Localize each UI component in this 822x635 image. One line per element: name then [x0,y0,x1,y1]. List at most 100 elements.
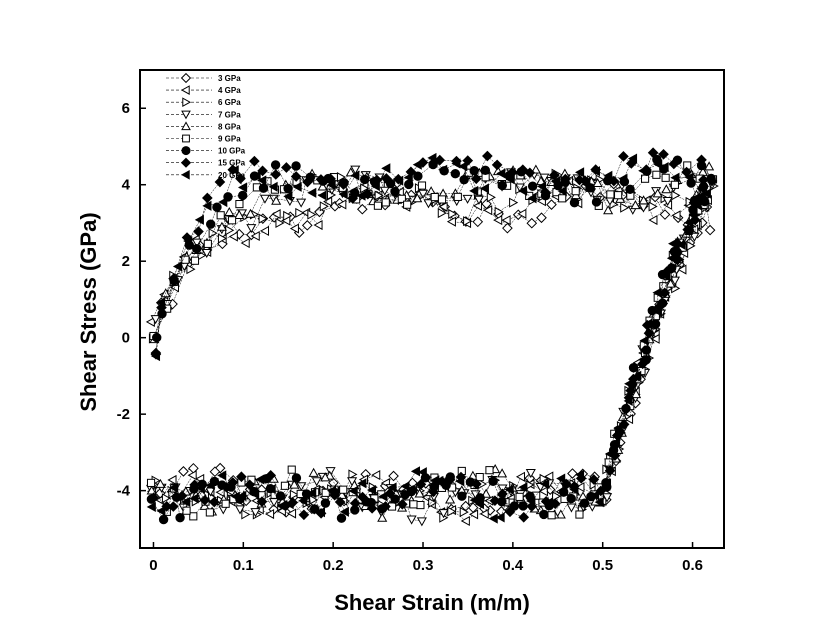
data-point [289,489,299,500]
y-tick-label: -2 [117,406,130,423]
data-point [539,509,549,520]
data-point [665,278,676,288]
data-point [689,232,700,242]
data-point [203,239,212,248]
data-point [214,462,226,474]
data-point [488,476,498,486]
data-point [158,514,169,525]
series-10-gpa [146,154,716,525]
data-point [701,188,711,199]
data-point [212,202,222,212]
data-point [348,469,358,480]
data-point [706,175,718,187]
data-point [234,505,246,515]
data-point [509,197,519,208]
data-point [256,496,268,507]
x-axis: 0 0.1 0.2 0.3 0.4 0.5 0.6 [149,542,703,574]
data-point [228,231,238,242]
data-point [308,467,319,477]
data-point [286,508,297,519]
data-point [630,200,641,210]
data-point [175,512,185,523]
data-point [479,508,489,519]
data-point [381,163,391,174]
data-point [208,496,220,508]
data-point [417,181,427,190]
data-point [234,209,245,219]
data-point [430,192,439,202]
data-point [302,176,313,188]
data-point [181,496,191,507]
data-point [650,319,661,329]
data-point [638,165,648,176]
data-point [496,168,506,179]
data-point [652,287,662,298]
data-point [473,195,485,205]
data-point [416,500,425,510]
data-point [462,194,473,204]
data-point [631,388,642,399]
data-point [216,221,227,231]
y-tick-label: 6 [122,100,130,117]
data-point [195,482,205,494]
data-point [698,174,709,186]
data-point [186,264,196,275]
data-point [641,345,652,355]
data-point [566,503,577,513]
data-point [659,287,671,299]
data-point [417,467,427,478]
data-point [189,512,198,521]
data-point [517,164,529,176]
data-point [320,472,331,482]
data-point [296,482,307,492]
series-line [152,173,714,519]
data-point [326,179,336,191]
data-point [238,182,248,193]
y-tick-label: 4 [122,177,131,194]
data-point [152,332,162,343]
data-point [574,469,585,480]
data-point [558,194,567,203]
data-point [602,493,613,503]
data-point [148,492,159,504]
data-point [416,517,427,527]
legend-marker [180,85,190,95]
data-point [275,217,285,229]
data-point [289,479,300,489]
data-point [569,484,579,495]
data-point [230,491,240,502]
data-point [283,191,293,202]
data-point [661,184,672,194]
data-point [245,208,256,218]
data-point [371,470,381,481]
data-point [370,181,380,192]
data-point [290,171,302,182]
data-point [515,471,525,482]
data-point [648,214,658,226]
data-point [643,318,653,329]
data-point [236,471,247,483]
data-point [418,189,429,199]
data-point [469,185,479,196]
data-point [289,223,299,234]
y-axis: -4 -2 0 2 4 6 [117,100,146,500]
data-point [525,469,536,479]
data-point [271,209,281,220]
data-point [524,167,536,179]
data-point [670,180,679,189]
data-point [623,395,633,406]
legend-marker [180,72,192,84]
data-point [661,271,671,282]
data-point [350,165,361,175]
data-point [377,512,388,522]
data-point [614,191,623,200]
data-point [682,224,694,235]
data-point [357,478,367,489]
data-point [518,185,528,196]
data-point [618,173,628,184]
data-point [591,197,602,207]
data-point [359,174,370,185]
data-point [692,200,702,211]
data-point [455,476,465,487]
